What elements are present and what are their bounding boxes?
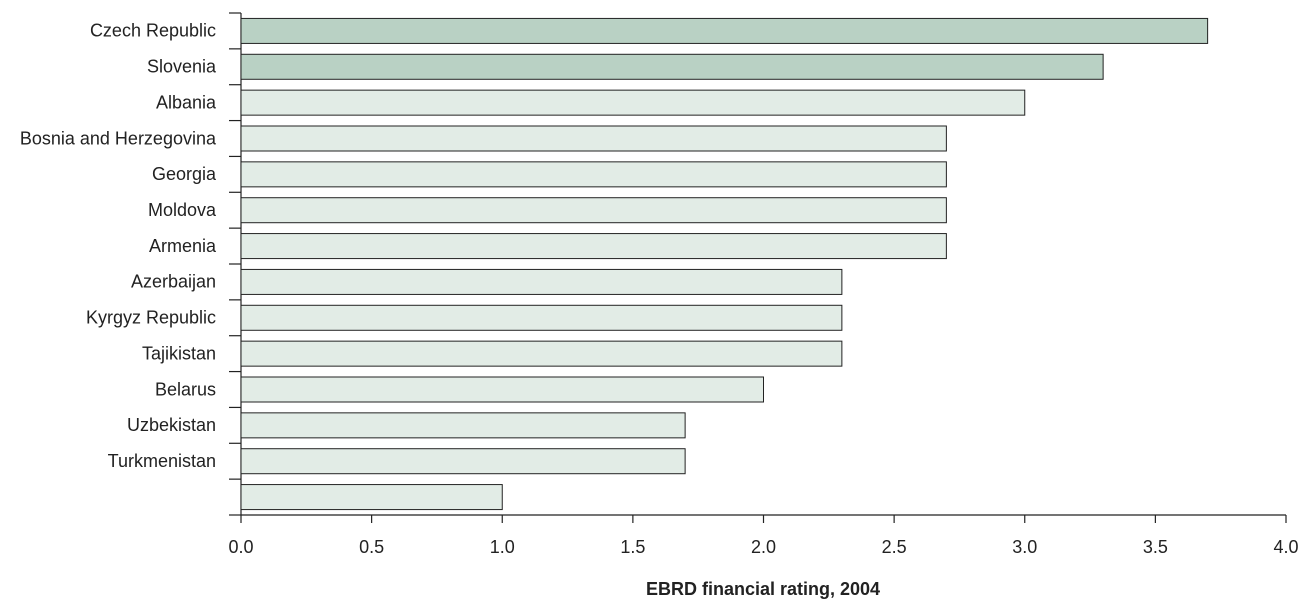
y-tick-label: Azerbaijan — [131, 272, 216, 292]
bar — [240, 17, 1209, 44]
bar — [240, 197, 947, 224]
y-tick-label: Georgia — [152, 164, 217, 184]
y-tick-label: Kyrgyz Republic — [86, 308, 216, 328]
x-tick-label: 1.0 — [490, 537, 515, 557]
bar — [240, 304, 843, 331]
bar — [240, 484, 503, 511]
x-tick-label: 3.5 — [1143, 537, 1168, 557]
bar — [240, 448, 686, 475]
y-tick-label: Bosnia and Herzegovina — [20, 128, 217, 148]
x-tick-label: 3.0 — [1012, 537, 1037, 557]
bar — [240, 125, 947, 152]
bar — [240, 340, 843, 367]
x-axis-label: EBRD financial rating, 2004 — [646, 579, 880, 599]
bar — [240, 89, 1026, 116]
x-tick-label: 2.0 — [751, 537, 776, 557]
y-tick-label: Belarus — [155, 379, 216, 399]
x-tick-label: 0.5 — [359, 537, 384, 557]
bar — [240, 161, 947, 188]
y-tick-label: Turkmenistan — [108, 451, 216, 471]
x-tick-label: 1.5 — [620, 537, 645, 557]
bar — [240, 412, 686, 439]
y-tick-label: Armenia — [149, 236, 217, 256]
bar — [240, 233, 947, 260]
x-tick-label: 4.0 — [1273, 537, 1298, 557]
y-tick-label: Tajikistan — [142, 343, 216, 363]
bar — [240, 268, 843, 295]
y-tick-label: Albania — [156, 92, 217, 112]
x-tick-label: 0.0 — [228, 537, 253, 557]
y-tick-label: Czech Republic — [90, 21, 216, 41]
y-tick-label: Uzbekistan — [127, 415, 216, 435]
x-tick-label: 2.5 — [882, 537, 907, 557]
bar — [240, 53, 1104, 80]
y-tick-label: Moldova — [148, 200, 217, 220]
bar — [240, 376, 764, 403]
y-tick-label: Slovenia — [147, 57, 217, 77]
